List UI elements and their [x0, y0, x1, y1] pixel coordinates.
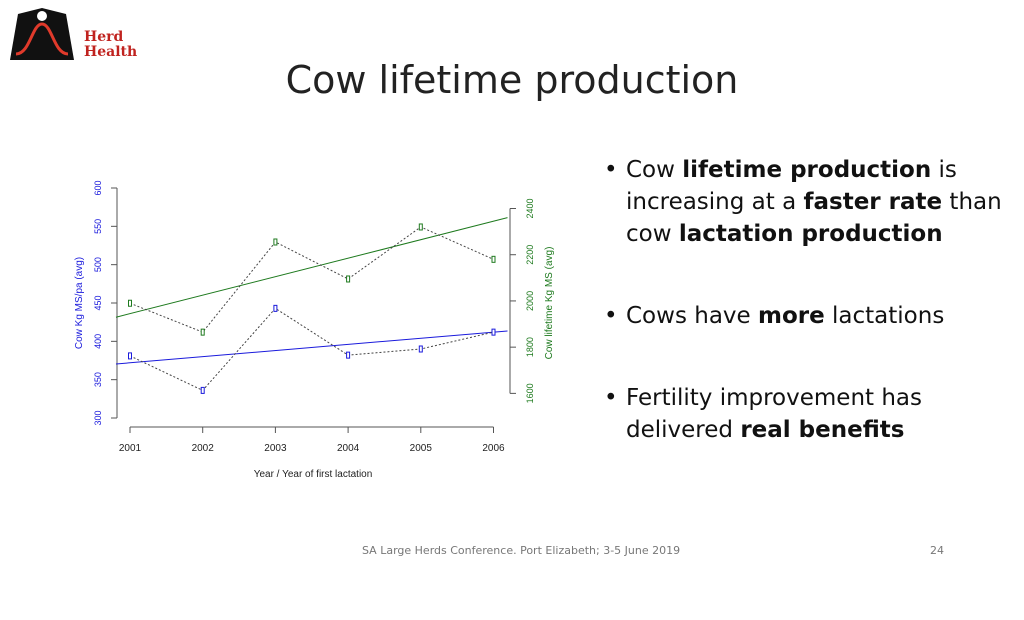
bullet-item: Cows have more lactations [604, 300, 1014, 332]
right-axis-label: Cow lifetime Kg MS (avg) [544, 247, 555, 360]
x-axis-label: Year / Year of first lactation [254, 469, 373, 480]
bullet-text: Cows have [626, 303, 758, 329]
data-point [200, 328, 205, 336]
bullet-text: lactations [824, 303, 945, 329]
right-tick-label: 1800 [525, 337, 535, 357]
data-line-lifetime [129, 226, 494, 333]
left-tick-label: 350 [93, 372, 103, 387]
bullet-text: Fertility improvement has delivered [626, 385, 923, 443]
bell-curve-icon [10, 8, 74, 60]
data-point [128, 299, 132, 307]
bullet-item: Cow lifetime production is increasing at… [604, 154, 1014, 250]
right-tick-label: 2400 [525, 198, 535, 218]
x-tick-label: 2006 [482, 443, 505, 454]
data-point [418, 223, 423, 231]
left-tick-label: 300 [93, 410, 103, 425]
bullet-bold-text: lifetime production [682, 157, 932, 183]
bullet-bold-text: faster rate [803, 189, 943, 215]
left-tick-label: 500 [93, 257, 103, 272]
data-point [346, 351, 351, 359]
right-tick-label: 2200 [525, 245, 535, 265]
bullet-bold-text: lactation production [678, 221, 943, 247]
production-chart: 300 350 400 450 500 550 600 Cow Kg MS/pa (avg) 1… [74, 180, 555, 480]
data-point [273, 238, 278, 246]
slide-title: Cow lifetime production [285, 58, 739, 102]
logo-text-line2: Health [84, 44, 138, 60]
x-tick-label: 2002 [192, 443, 215, 454]
page-number: 24 [930, 544, 944, 557]
left-tick-label: 600 [93, 180, 103, 195]
trend-line-lactation [115, 330, 508, 365]
bullet-list: Cow lifetime production is increasing at… [604, 154, 1014, 496]
herd-health-logo: Herd Health [8, 6, 138, 66]
bullet-text: than cow [626, 189, 1002, 247]
bullet-bold-text: more [757, 303, 825, 329]
x-tick-label: 2004 [337, 443, 360, 454]
left-tick-label: 550 [93, 219, 103, 234]
footer-conference: SA Large Herds Conference. Port Elizabet… [362, 544, 681, 557]
data-point [491, 255, 496, 263]
data-point [346, 275, 351, 283]
data-line-lactation [129, 307, 494, 392]
right-tick-label: 2000 [525, 291, 535, 311]
logo-text-line1: Herd [84, 29, 124, 45]
bullet-item: Fertility improvement has delivered real… [604, 382, 1014, 446]
x-tick-label: 2005 [410, 443, 433, 454]
bullet-bold-text: real benefits [740, 417, 905, 443]
bullet-text: is increasing at a [626, 157, 957, 215]
bullet-text: Cow [626, 157, 683, 183]
x-tick-label: 2003 [264, 443, 287, 454]
left-tick-label: 450 [93, 295, 103, 310]
data-point [418, 345, 423, 353]
x-tick-label: 2001 [119, 443, 142, 454]
data-point [200, 386, 205, 394]
trend-line-lifetime [115, 217, 508, 318]
data-point [491, 328, 496, 336]
right-tick-label: 1600 [525, 383, 535, 403]
data-point [128, 352, 132, 360]
data-point [273, 304, 278, 312]
left-tick-label: 400 [93, 334, 103, 349]
left-axis-label: Cow Kg MS/pa (avg) [74, 257, 85, 349]
